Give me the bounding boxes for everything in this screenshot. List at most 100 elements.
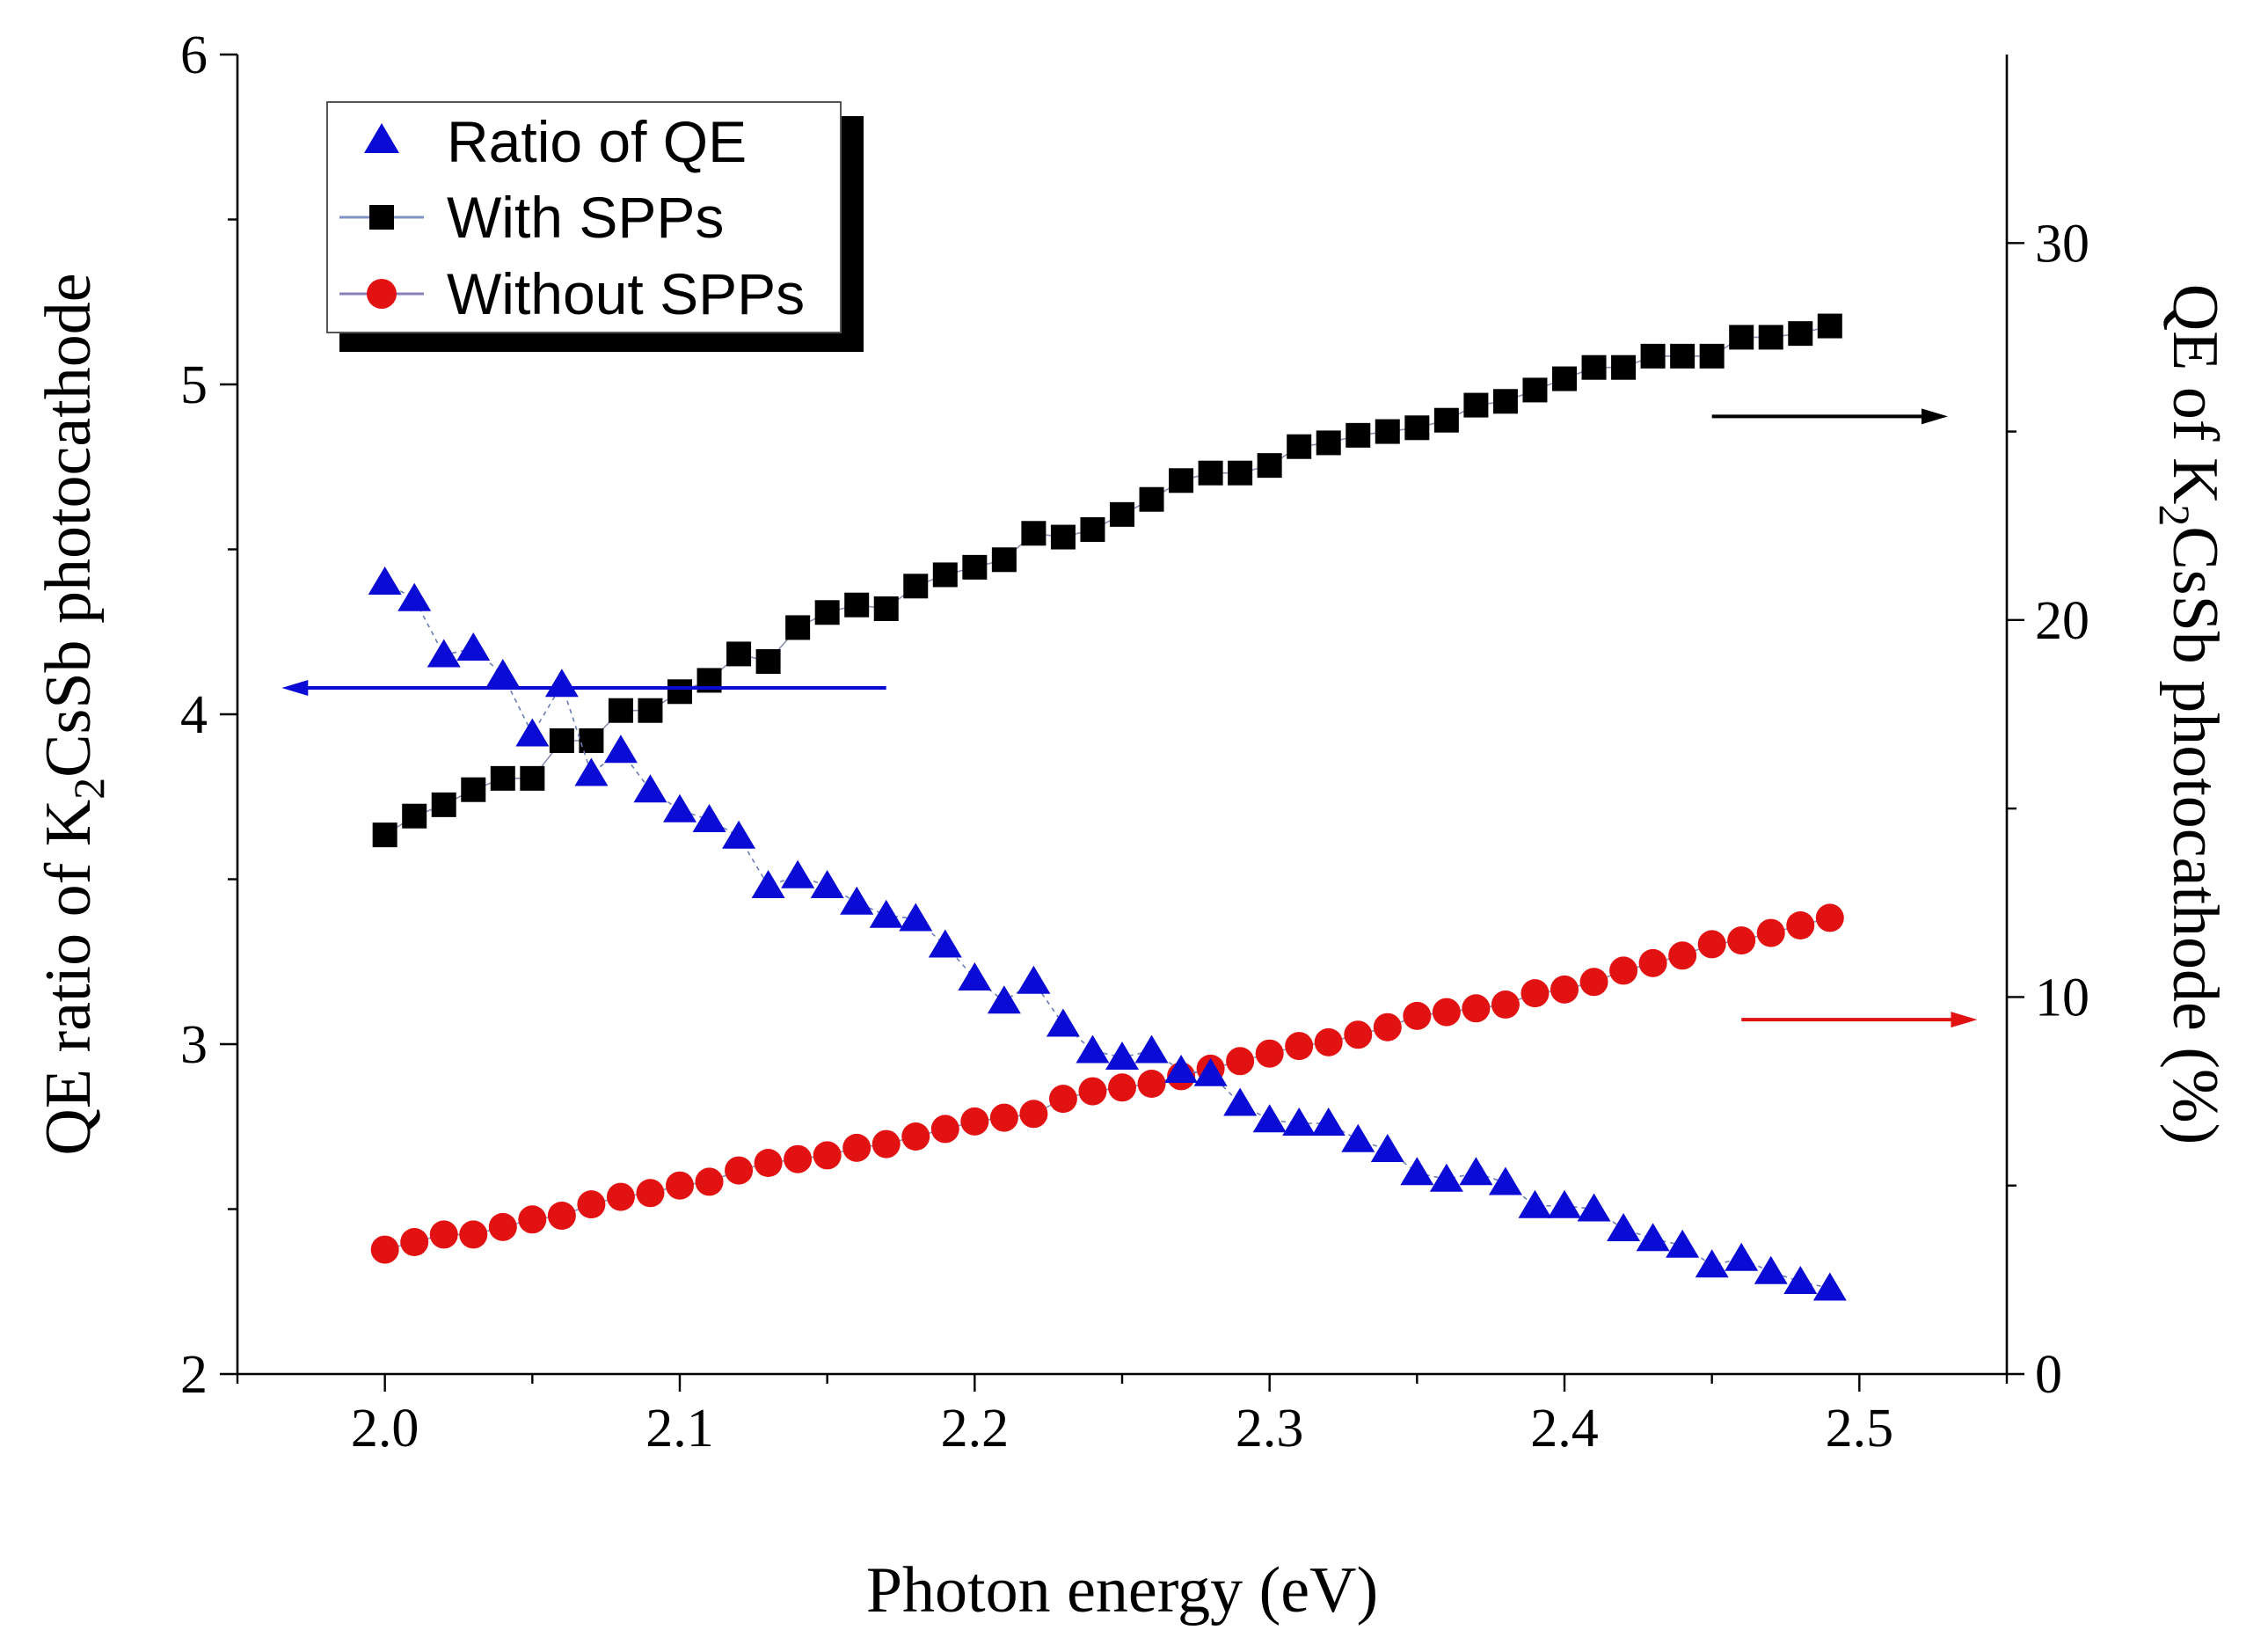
- left-y-axis-title-prefix: QE ratio of K: [33, 800, 105, 1156]
- ratio-point: [840, 886, 874, 915]
- right-y-tick-label: 20: [2035, 591, 2089, 651]
- legend-circle-icon: [367, 279, 397, 309]
- left-y-axis-title: QE ratio of K2CsSb photocathode: [33, 273, 113, 1155]
- without-spps-point: [1078, 1077, 1107, 1106]
- ratio-point: [1518, 1189, 1552, 1218]
- without-spps-point: [1697, 930, 1726, 959]
- without-spps-point: [488, 1212, 517, 1241]
- left-y-tick-label: 3: [180, 1015, 208, 1075]
- without-spps-point: [1462, 994, 1491, 1023]
- ratio-point: [1666, 1229, 1700, 1258]
- ratio-point: [1311, 1107, 1345, 1136]
- with-spps-point: [1050, 524, 1076, 550]
- series-line-with-spps: [384, 325, 1830, 836]
- without-spps-point: [666, 1171, 694, 1200]
- legend: Ratio of QE With SPPs Without SPPs: [326, 101, 864, 352]
- with-spps-point: [991, 547, 1017, 573]
- ratio-point: [1134, 1034, 1169, 1064]
- ratio-point: [722, 820, 756, 849]
- with-spps-point: [726, 641, 752, 667]
- without-spps-point: [1373, 1012, 1402, 1042]
- ratio-point: [1164, 1055, 1199, 1083]
- with-spps-point: [903, 574, 929, 599]
- with-spps-point: [1552, 366, 1577, 391]
- with-spps-point: [785, 615, 811, 640]
- legend-triangle-icon: [364, 123, 399, 153]
- with-spps-point: [1404, 415, 1430, 441]
- arrowhead-ratio-of-qe: [281, 680, 309, 696]
- ratio-point: [692, 804, 726, 832]
- with-spps-point: [1729, 325, 1754, 350]
- right-y-axis-title: QE of K2CsSb photocathode (%): [2150, 284, 2231, 1145]
- with-spps-point: [1345, 422, 1371, 448]
- with-spps-point: [844, 592, 870, 618]
- with-spps-point: [579, 728, 604, 753]
- without-spps-point: [1019, 1100, 1048, 1129]
- arrowhead-with-spps: [1921, 408, 1948, 425]
- ratio-point: [633, 774, 667, 803]
- without-spps-point: [1786, 911, 1815, 939]
- without-spps-point: [636, 1179, 665, 1208]
- ratio-point: [987, 985, 1021, 1014]
- ratio-point: [1370, 1134, 1404, 1162]
- ticks-layer: 2.0 2.1 2.2 2.3 2.4 2.5 2 3 4 5 6 0 10 20 30: [180, 26, 2089, 1458]
- without-spps-point: [1285, 1032, 1314, 1061]
- legend-square-icon: [369, 205, 394, 230]
- ratio-point: [1812, 1272, 1847, 1301]
- with-spps-point: [1287, 434, 1312, 459]
- without-spps-point: [547, 1202, 576, 1230]
- with-spps-point: [932, 562, 958, 588]
- with-spps-point: [1670, 343, 1696, 369]
- left-y-tick-label: 2: [180, 1345, 208, 1405]
- without-spps-point: [577, 1190, 606, 1219]
- with-spps-point: [1316, 430, 1341, 456]
- series-line-ratio-of-qe: [384, 581, 1830, 1290]
- without-spps-point: [842, 1133, 871, 1162]
- x-tick-label: 2.0: [351, 1399, 419, 1458]
- ratio-point: [1695, 1249, 1729, 1278]
- without-spps-point: [930, 1115, 959, 1144]
- ratio-point: [1282, 1107, 1316, 1136]
- with-spps-point: [1228, 460, 1253, 486]
- with-spps-point: [1110, 501, 1134, 527]
- x-tick-label: 2.5: [1826, 1399, 1894, 1458]
- without-spps-point: [518, 1205, 547, 1234]
- with-spps-point: [1257, 453, 1282, 479]
- with-spps-point: [873, 596, 899, 621]
- with-spps-point: [372, 822, 397, 848]
- x-tick-label: 2.1: [645, 1399, 714, 1458]
- arrows-layer: [281, 408, 1978, 1028]
- right-y-axis-title-prefix: QE of K: [2159, 284, 2231, 505]
- without-spps-point: [813, 1141, 842, 1170]
- with-spps-point: [1699, 343, 1725, 369]
- left-y-axis-title-suffix: CsSb photocathode: [33, 273, 105, 777]
- x-tick-label: 2.3: [1236, 1399, 1304, 1458]
- without-spps-point: [1521, 979, 1550, 1008]
- ratio-point: [928, 929, 962, 958]
- without-spps-point: [1756, 918, 1785, 947]
- without-spps-point: [1048, 1085, 1077, 1114]
- without-spps-point: [1137, 1070, 1166, 1098]
- with-spps-point: [1611, 355, 1637, 380]
- without-spps-point: [1579, 968, 1608, 997]
- ratio-point: [1341, 1123, 1375, 1152]
- without-spps-point: [754, 1149, 783, 1177]
- with-spps-point: [1817, 313, 1842, 339]
- right-y-axis-title-subscript: 2: [2150, 504, 2199, 526]
- ratio-point: [1017, 965, 1051, 994]
- with-spps-point: [1758, 325, 1783, 350]
- with-spps-point: [1433, 407, 1459, 433]
- x-tick-label: 2.4: [1530, 1399, 1599, 1458]
- ratio-point: [958, 962, 992, 990]
- ratio-point: [1105, 1042, 1139, 1070]
- with-spps-point: [431, 792, 456, 817]
- with-spps-point: [667, 679, 692, 705]
- ratio-point: [899, 903, 933, 932]
- without-spps-point: [1638, 948, 1667, 977]
- with-spps-point: [814, 600, 840, 625]
- with-spps-point: [1492, 389, 1518, 414]
- with-spps-point: [1080, 517, 1105, 542]
- with-spps-point: [520, 765, 545, 791]
- ratio-point: [663, 793, 696, 822]
- with-spps-point: [608, 698, 633, 723]
